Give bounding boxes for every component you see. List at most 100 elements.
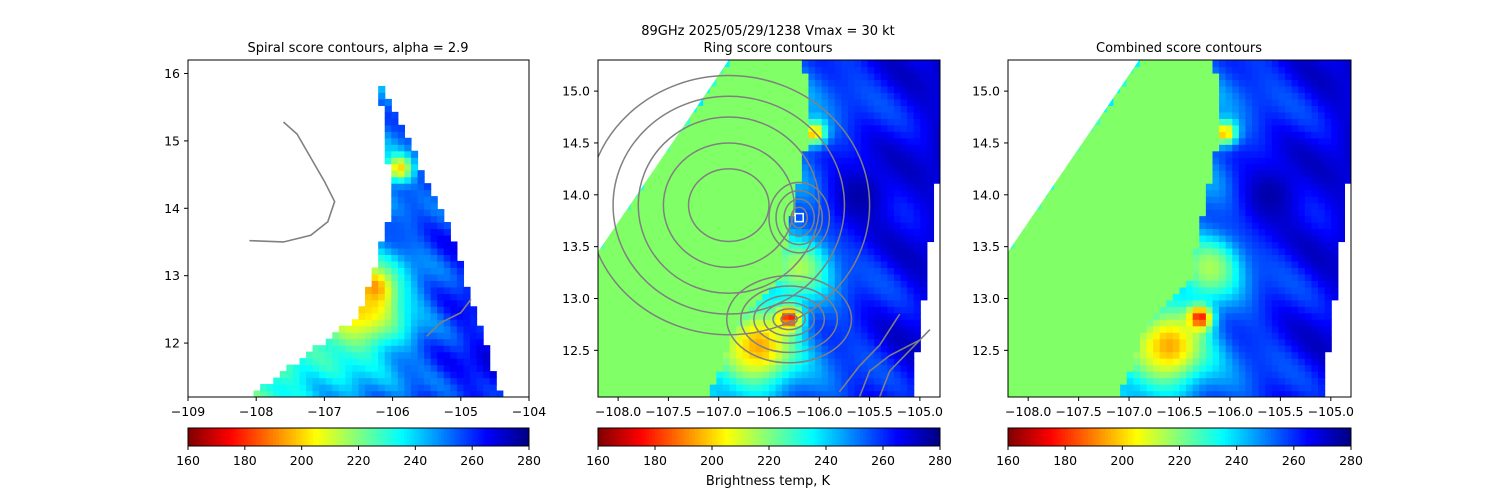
heatmap-cell: [345, 345, 353, 353]
heatmap-cell: [1113, 338, 1121, 346]
heatmap-cell: [854, 247, 862, 256]
heatmap-cell: [788, 124, 796, 132]
heatmap-cell: [696, 131, 704, 139]
heatmap-cell: [834, 118, 842, 126]
colorbar-segment: [900, 428, 904, 446]
heatmap-cell: [907, 124, 915, 132]
heatmap-cell: [854, 170, 862, 178]
heatmap-cell: [637, 234, 645, 243]
heatmap-cell: [874, 79, 882, 87]
heatmap-cell: [867, 131, 875, 139]
heatmap-cell: [397, 247, 406, 256]
heatmap-cell: [1133, 163, 1141, 171]
heatmap-cell: [391, 183, 399, 191]
heatmap-cell: [670, 157, 678, 165]
heatmap-cell: [847, 306, 856, 314]
heatmap-cell: [709, 176, 717, 184]
heatmap-cell: [397, 325, 406, 333]
heatmap-cell: [410, 364, 419, 372]
heatmap-cell: [920, 260, 928, 268]
heatmap-cell: [861, 390, 869, 397]
heatmap-cell: [1172, 267, 1181, 275]
colorbar-segment: [293, 428, 297, 446]
heatmap-cell: [391, 390, 399, 397]
heatmap-cell: [841, 79, 849, 87]
heatmap-cell: [410, 157, 419, 165]
colorbar-segment: [600, 428, 605, 446]
heatmap-cell: [920, 137, 928, 145]
heatmap-cell: [880, 351, 888, 359]
heatmap-cell: [782, 390, 790, 397]
heatmap-cell: [670, 260, 678, 268]
heatmap-cell: [1054, 364, 1062, 372]
heatmap-cell: [755, 351, 764, 359]
colorbar-segment: [797, 428, 801, 446]
heatmap-cell: [1153, 98, 1161, 106]
heatmap-cell: [815, 384, 823, 392]
heatmap-cell: [1139, 170, 1148, 178]
heatmap-cell: [729, 273, 737, 281]
heatmap-cell: [365, 364, 373, 372]
heatmap-cell: [900, 124, 908, 132]
heatmap-cell: [815, 319, 823, 327]
heatmap-cell: [821, 124, 829, 132]
heatmap-cell: [358, 390, 366, 397]
colorbar-segment: [494, 428, 499, 446]
heatmap-cell: [893, 202, 902, 210]
heatmap-cell: [397, 345, 406, 353]
heatmap-cell: [749, 390, 757, 397]
heatmap-cell: [1060, 215, 1068, 223]
heatmap-cell: [920, 118, 928, 126]
heatmap-cell: [703, 306, 711, 314]
heatmap-cell: [1126, 105, 1134, 113]
heatmap-cell: [907, 157, 915, 165]
heatmap-cell: [755, 241, 764, 249]
heatmap-cell: [1172, 247, 1181, 256]
heatmap-cell: [861, 364, 869, 372]
heatmap-cell: [417, 241, 425, 249]
heatmap-cell: [604, 234, 612, 243]
colorbar-segment: [777, 428, 781, 446]
heatmap-cell: [782, 85, 790, 94]
heatmap-cell: [312, 377, 320, 385]
heatmap-cell: [788, 176, 796, 184]
heatmap-cell: [345, 338, 353, 346]
heatmap-cell: [736, 254, 744, 262]
heatmap-cell: [769, 228, 777, 236]
heatmap-cell: [683, 286, 691, 294]
heatmap-cell: [384, 319, 392, 327]
heatmap-cell: [920, 273, 928, 281]
heatmap-cell: [1166, 351, 1174, 359]
heatmap-cell: [1080, 273, 1088, 281]
heatmap-cell: [417, 273, 425, 281]
heatmap-cell: [887, 273, 895, 281]
heatmap-cell: [650, 377, 658, 385]
heatmap-cell: [861, 157, 869, 165]
heatmap-cell: [410, 338, 419, 346]
heatmap-cell: [782, 124, 790, 132]
heatmap-cell: [867, 247, 875, 256]
heatmap-cell: [867, 273, 875, 281]
heatmap-cell: [913, 293, 921, 301]
heatmap-cell: [867, 260, 875, 268]
heatmap-cell: [663, 286, 671, 294]
colorbar-segment: [358, 428, 362, 446]
heatmap-cell: [657, 234, 665, 243]
heatmap-cell: [1113, 351, 1121, 359]
heatmap-cell: [847, 325, 856, 333]
heatmap-cell: [762, 332, 770, 340]
colorbar-segment: [746, 428, 750, 446]
heatmap-cell: [716, 228, 724, 236]
heatmap-cell: [1146, 202, 1154, 210]
heatmap-cell: [1126, 241, 1134, 249]
heatmap-cell: [1146, 183, 1154, 191]
heatmap-cell: [624, 260, 632, 268]
heatmap-cell: [637, 209, 645, 217]
heatmap-cell: [801, 85, 810, 94]
heatmap-cell: [841, 228, 849, 236]
heatmap-cell: [378, 332, 386, 340]
heatmap-cell: [795, 312, 803, 320]
heatmap-cell: [437, 286, 445, 294]
heatmap-cell: [1054, 299, 1062, 307]
heatmap-cell: [1034, 209, 1042, 217]
